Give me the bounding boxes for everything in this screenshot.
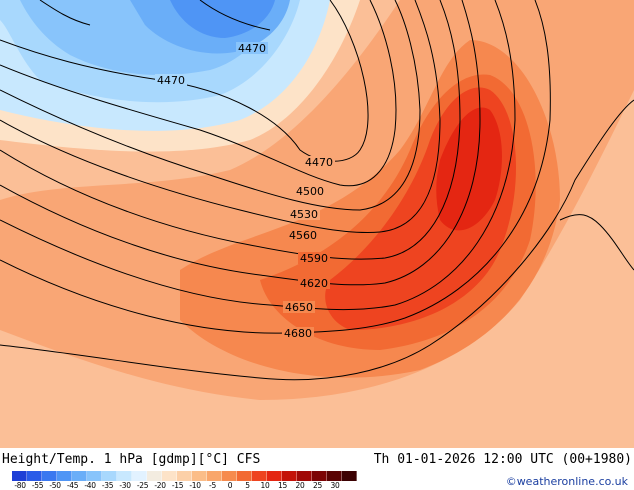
color-legend [12, 471, 357, 481]
legend-tick-label: -30 [119, 481, 131, 490]
legend-tick-label: 15 [278, 481, 287, 490]
legend-swatch [87, 471, 102, 481]
legend-swatch [192, 471, 207, 481]
legend-swatch [42, 471, 57, 481]
legend-tick-label: -55 [31, 481, 44, 490]
legend-tick-label: 10 [260, 481, 270, 490]
legend-tick-label: -15 [171, 481, 184, 490]
contour-label: 4590 [300, 252, 328, 265]
info-bar: Height/Temp. 1 hPa [gdmp][°C] CFS Th 01-… [0, 448, 634, 490]
legend-swatch [57, 471, 72, 481]
contour-label: 4530 [290, 208, 318, 221]
legend-tick-label: 30 [330, 481, 340, 490]
legend-tick-label: -20 [154, 481, 166, 490]
credit-link[interactable]: ©weatheronline.co.uk [505, 475, 628, 488]
legend-swatch [342, 471, 357, 481]
legend-swatch [282, 471, 297, 481]
legend-swatch [132, 471, 147, 481]
legend-tick-label: -10 [189, 481, 201, 490]
legend-tick-label: -45 [66, 481, 79, 490]
contour-label: 4560 [289, 229, 317, 242]
contour-label: 4470 [238, 42, 266, 55]
temp-field-warm-5 [436, 107, 502, 231]
legend-swatch [267, 471, 282, 481]
legend-tick-label: 5 [245, 481, 250, 490]
legend-tick-label: 0 [227, 481, 233, 490]
legend-swatch [297, 471, 312, 481]
legend-tick-label: -25 [136, 481, 149, 490]
legend-tick-label: -5 [209, 481, 216, 490]
legend-swatch [327, 471, 342, 481]
legend-swatch [117, 471, 132, 481]
contour-label: 4470 [305, 156, 333, 169]
legend-ticks: -80 -55 -50 -45 -40 -35 -30 -25 -20 -15 -10 -5 0 5 10 1… [12, 481, 357, 490]
contour-label: 4650 [285, 301, 313, 314]
height-contours [0, 0, 634, 381]
valid-time: Th 01-01-2026 12:00 UTC (00+1980) [373, 452, 632, 467]
map-title: Height/Temp. 1 hPa [gdmp][°C] CFS [2, 452, 261, 467]
legend-tick-label: -40 [84, 481, 96, 490]
legend-swatch [312, 471, 327, 481]
contour-label: 4470 [157, 74, 185, 87]
legend-tick-label: -80 [14, 481, 26, 490]
legend-tick-label: -50 [49, 481, 61, 490]
legend-swatch [72, 471, 87, 481]
legend-swatch [237, 471, 252, 481]
legend-tick-label: -35 [101, 481, 114, 490]
legend-swatch [222, 471, 237, 481]
legend-swatch [162, 471, 177, 481]
legend-swatch [252, 471, 267, 481]
contour-label: 4620 [300, 277, 328, 290]
weather-map: 4470 4470 4470 4500 4530 4560 4590 4620 … [0, 0, 634, 448]
legend-swatch [102, 471, 117, 481]
contour-labels: 4470 4470 4470 4500 4530 4560 4590 4620 … [155, 42, 335, 340]
legend-swatch [12, 471, 27, 481]
legend-tick-label: 20 [295, 481, 305, 490]
legend-swatch [177, 471, 192, 481]
legend-swatch [147, 471, 162, 481]
contour-label: 4680 [284, 327, 312, 340]
temp-field-cool-6 [170, 0, 275, 38]
contour-label: 4500 [296, 185, 324, 198]
legend-swatch [27, 471, 42, 481]
legend-swatch [207, 471, 222, 481]
legend-tick-label: 25 [313, 481, 322, 490]
